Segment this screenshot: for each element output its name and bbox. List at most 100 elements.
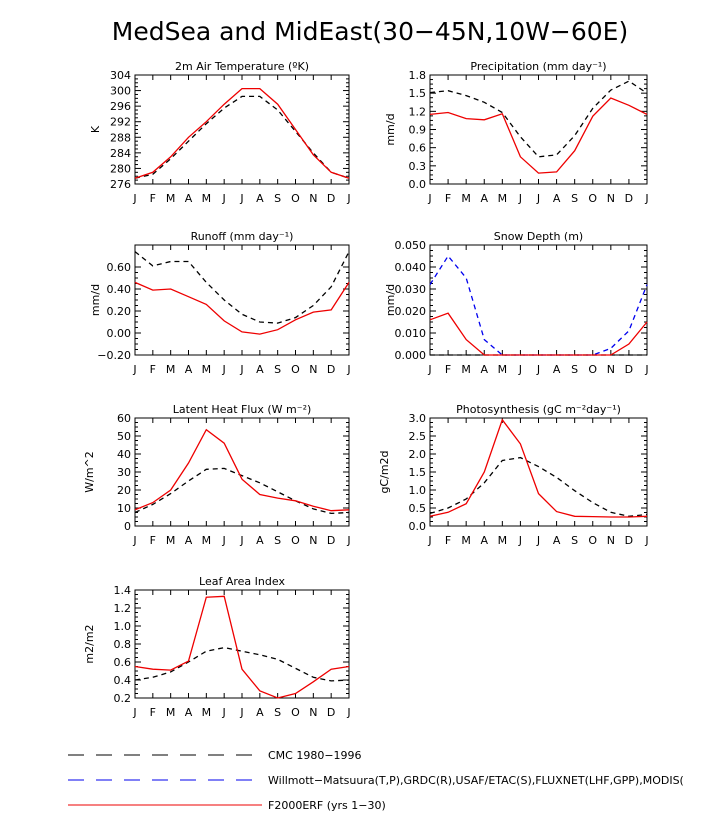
x-tick-label: F — [150, 363, 156, 376]
x-tick-label: J — [239, 363, 243, 376]
chart-panel-2: Precipitation (mm day⁻¹)J F M A M J J A S O N D J0.0… — [384, 60, 649, 205]
x-tick-label: M — [166, 192, 176, 205]
x-tick-label: M — [202, 363, 212, 376]
figure-title: MedSea and MidEast(30−45N,10W−60E) — [112, 17, 628, 46]
legend-label-cmc: CMC 1980−1996 — [268, 749, 362, 762]
x-tick-label: N — [309, 534, 317, 547]
y-tick-label: 0.8 — [114, 638, 132, 651]
x-tick-label: A — [185, 534, 193, 547]
y-tick-label: 40 — [117, 448, 131, 461]
legend: CMC 1980−1996 Willmott−Matsuura(T,P),GRDC… — [68, 749, 684, 812]
x-tick-label: J — [518, 534, 522, 547]
x-tick-label: J — [536, 534, 540, 547]
y-tick-label: 288 — [110, 131, 131, 144]
x-tick-label: F — [150, 534, 156, 547]
x-tick-label: M — [461, 534, 471, 547]
y-tick-label: 304 — [110, 69, 131, 82]
x-tick-label: D — [327, 706, 335, 719]
x-tick-label: J — [239, 706, 243, 719]
x-tick-label: J — [346, 706, 350, 719]
x-tick-label: D — [625, 192, 633, 205]
y-axis-label: W/m^2 — [83, 451, 96, 493]
x-tick-label: D — [327, 363, 335, 376]
x-tick-label: S — [571, 534, 578, 547]
y-tick-label: 2.5 — [409, 430, 427, 443]
x-tick-label: N — [309, 706, 317, 719]
x-tick-label: A — [553, 363, 561, 376]
x-tick-label: J — [132, 363, 136, 376]
x-tick-label: M — [166, 363, 176, 376]
y-tick-label: 0.6 — [409, 142, 427, 155]
x-tick-label: O — [588, 363, 597, 376]
x-tick-label: A — [185, 706, 193, 719]
y-tick-label: 0.000 — [395, 349, 427, 362]
x-tick-label: D — [625, 534, 633, 547]
y-tick-label: 50 — [117, 430, 131, 443]
x-tick-label: A — [480, 534, 488, 547]
y-axis-label: mm/d — [89, 284, 102, 316]
y-tick-label: 292 — [110, 116, 131, 129]
y-tick-label: 276 — [110, 178, 131, 191]
y-tick-label: 0.020 — [395, 305, 427, 318]
y-tick-label: 284 — [110, 147, 131, 160]
x-tick-label: M — [202, 534, 212, 547]
x-tick-label: N — [607, 192, 615, 205]
y-tick-label: 300 — [110, 85, 131, 98]
x-tick-label: D — [327, 192, 335, 205]
plot-frame — [134, 74, 350, 185]
x-tick-label: S — [274, 363, 281, 376]
plot-frame — [429, 244, 648, 356]
x-tick-label: J — [644, 192, 648, 205]
y-tick-label: 0.0 — [409, 520, 427, 533]
series-line-cmc — [429, 456, 648, 517]
y-tick-label: 0.040 — [395, 261, 427, 274]
plot-frame — [134, 244, 350, 356]
x-tick-label: D — [625, 363, 633, 376]
x-tick-label: D — [327, 534, 335, 547]
y-axis-label: K — [89, 125, 102, 133]
y-tick-label: 0 — [124, 520, 131, 533]
x-tick-label: J — [132, 534, 136, 547]
chart-panel-4: Snow Depth (m)J F M A M J J A S O N D J0.0000.0100.0… — [384, 230, 649, 376]
x-tick-label: A — [185, 192, 193, 205]
x-tick-label: S — [274, 534, 281, 547]
x-tick-label: M — [461, 363, 471, 376]
x-tick-label: J — [427, 363, 431, 376]
x-tick-label: S — [274, 706, 281, 719]
x-tick-label: A — [553, 192, 561, 205]
panel-title: Snow Depth (m) — [494, 230, 583, 243]
x-tick-label: M — [461, 192, 471, 205]
y-tick-label: 0.9 — [409, 124, 427, 137]
x-tick-label: F — [150, 192, 156, 205]
x-tick-label: J — [427, 534, 431, 547]
x-tick-label: M — [166, 706, 176, 719]
y-tick-label: 0.20 — [107, 305, 132, 318]
x-tick-label: A — [256, 534, 264, 547]
y-tick-label: 10 — [117, 502, 131, 515]
x-tick-label: M — [498, 363, 508, 376]
x-tick-label: N — [607, 363, 615, 376]
y-tick-label: 0.010 — [395, 327, 427, 340]
series-line-cmc — [134, 95, 350, 179]
y-axis-label: m2/m2 — [83, 624, 96, 663]
x-tick-label: J — [222, 363, 226, 376]
x-tick-label: O — [291, 534, 300, 547]
x-tick-label: M — [498, 534, 508, 547]
x-tick-label: A — [480, 192, 488, 205]
legend-label-obs: Willmott−Matsuura(T,P),GRDC(R),USAF/ETAC… — [268, 774, 684, 787]
x-tick-label: S — [571, 192, 578, 205]
x-tick-label: J — [518, 363, 522, 376]
x-tick-label: O — [291, 706, 300, 719]
x-tick-label: S — [274, 192, 281, 205]
panel-title: Photosynthesis (gC m⁻²day⁻¹) — [456, 403, 621, 416]
x-tick-label: A — [256, 192, 264, 205]
x-tick-label: M — [202, 706, 212, 719]
y-axis-label: gC/m2d — [378, 450, 391, 493]
y-tick-label: 1.5 — [409, 466, 427, 479]
y-tick-label: 0.2 — [114, 692, 132, 705]
x-tick-label: A — [256, 363, 264, 376]
y-tick-label: −0.20 — [97, 349, 131, 362]
x-tick-label: F — [445, 534, 451, 547]
y-axis-label: mm/d — [384, 113, 397, 145]
